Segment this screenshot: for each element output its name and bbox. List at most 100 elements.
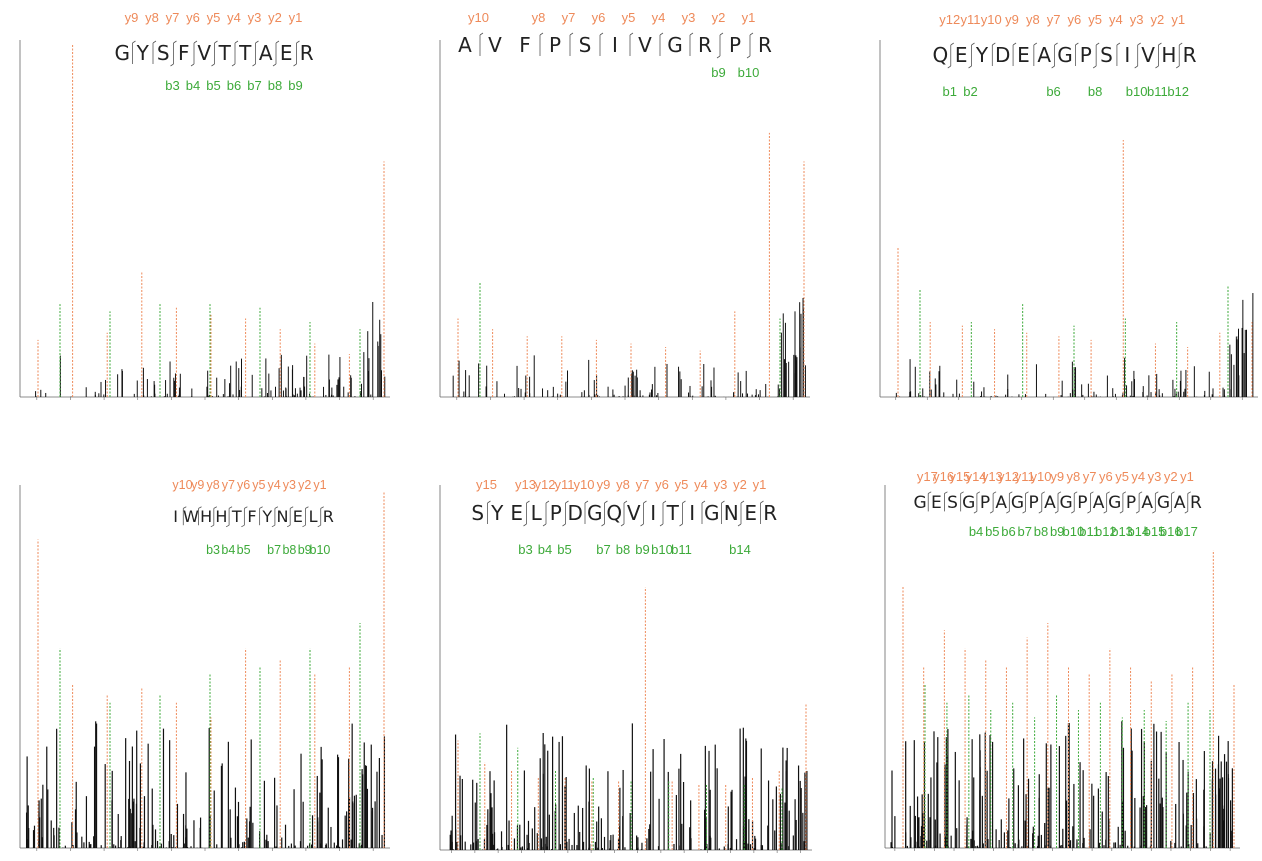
b-ion-label: b17 <box>1176 524 1198 539</box>
residue: G <box>1060 493 1073 513</box>
b-ion-label: b3 <box>206 543 220 557</box>
cleavage-tick <box>255 40 259 44</box>
spectrum-panel-1: G Y S F V T T A E Ry9 y8 y7b3y6b4y5b5y4b6y3b7y2b8y1… <box>19 10 390 400</box>
b-ion-label: b5 <box>237 543 251 557</box>
cleavage-tick <box>193 40 198 44</box>
residue: G <box>1157 493 1170 513</box>
cleavage-tick <box>746 55 751 59</box>
b-ion-label: b8 <box>282 543 296 557</box>
residue: V <box>638 33 652 57</box>
residue: S <box>947 493 958 513</box>
y-ion-label: y9 <box>125 10 139 25</box>
y-ion-label: y6 <box>186 10 200 25</box>
residue: S <box>1100 43 1113 67</box>
cleavage-tick <box>1187 491 1191 494</box>
y-ion-label: y10 <box>468 10 489 25</box>
cleavage-tick <box>198 506 202 509</box>
cleavage-tick <box>213 506 218 509</box>
y-ion-label: y5 <box>675 477 689 492</box>
b-ion-label: b12 <box>1167 84 1189 99</box>
cleavage-tick <box>293 63 297 67</box>
y-ion-label: y3 <box>714 477 728 492</box>
cleavage-tick <box>1033 42 1038 46</box>
cleavage-tick <box>1087 511 1091 514</box>
cleavage-tick <box>659 523 664 527</box>
residue: G <box>1011 493 1024 513</box>
residue: P <box>1029 493 1039 513</box>
residue: T <box>238 41 252 65</box>
b-ion-label: b8 <box>616 542 630 557</box>
cleavage-tick <box>682 500 686 504</box>
b-ion-label: b11 <box>671 542 692 557</box>
residue: H <box>200 507 212 526</box>
y-ion-label: y9 <box>191 478 204 492</box>
residue: T <box>218 41 232 65</box>
residue: Y <box>136 41 150 65</box>
cleavage-tick <box>252 63 256 67</box>
b-ion-label: b10 <box>1126 84 1148 99</box>
b-ion-label: b4 <box>538 542 552 557</box>
cleavage-tick <box>1057 491 1062 494</box>
residue: L <box>309 507 318 526</box>
b-ion-label: b9 <box>635 542 649 557</box>
cleavage-tick <box>569 32 574 36</box>
residue: V <box>197 41 211 65</box>
cleavage-tick <box>992 491 997 494</box>
y-ion-label: y4 <box>1109 12 1123 27</box>
b-ion-label: b11 <box>1079 524 1100 539</box>
y-ion-label: y2 <box>268 10 282 25</box>
residue: S <box>579 33 592 57</box>
residue: G <box>115 41 131 65</box>
y-ion-label: y10 <box>981 12 1002 27</box>
cleavage-tick <box>679 523 683 527</box>
cleavage-tick <box>662 500 667 504</box>
residue: I <box>173 507 178 526</box>
y-ion-label: y7 <box>636 477 650 492</box>
cleavage-tick <box>296 40 300 44</box>
residue: R <box>698 33 712 57</box>
cleavage-tick <box>1155 65 1159 69</box>
y-ion-label: y2 <box>1151 12 1165 27</box>
cleavage-tick <box>620 523 625 527</box>
y-ion-label: y7 <box>222 478 235 492</box>
cleavage-tick <box>565 500 569 504</box>
cleavage-tick <box>1116 42 1121 46</box>
y-ion-label: y12 <box>535 477 556 492</box>
y-ion-label: y7 <box>1083 469 1097 484</box>
residue: Q <box>606 501 622 525</box>
cleavage-tick <box>623 500 628 504</box>
residue: R <box>758 33 772 57</box>
cleavage-tick <box>1022 511 1026 514</box>
cleavage-tick <box>1122 491 1127 494</box>
cleavage-tick <box>320 506 324 509</box>
cleavage-tick <box>170 63 174 67</box>
residue: E <box>1017 43 1030 67</box>
b-ion-label: b5 <box>206 78 220 93</box>
cleavage-tick <box>1054 42 1058 46</box>
cleavage-tick <box>643 500 647 504</box>
cleavage-tick <box>584 500 589 504</box>
cleavage-tick <box>989 511 994 514</box>
cleavage-tick <box>947 65 951 69</box>
residue: G <box>587 501 603 525</box>
residue: G <box>1057 43 1073 67</box>
cleavage-tick <box>737 523 742 527</box>
residue: I <box>1124 43 1130 67</box>
cleavage-tick <box>479 32 484 36</box>
cleavage-tick <box>289 506 294 509</box>
residue: P <box>550 501 562 525</box>
residue: F <box>519 33 531 57</box>
b-ion-label: b7 <box>247 78 261 93</box>
residue: R <box>1183 43 1197 67</box>
y-ion-label: y7 <box>1047 12 1061 27</box>
b-ion-label: b9 <box>298 543 312 557</box>
cleavage-tick <box>1134 65 1138 69</box>
residue: A <box>1174 493 1186 513</box>
residue: P <box>1077 493 1087 513</box>
cleavage-tick <box>526 500 530 504</box>
residue: L <box>531 501 543 525</box>
cleavage-tick <box>234 40 239 44</box>
cleavage-tick <box>960 491 964 494</box>
cleavage-tick <box>1025 491 1029 494</box>
residue: N <box>277 507 289 526</box>
